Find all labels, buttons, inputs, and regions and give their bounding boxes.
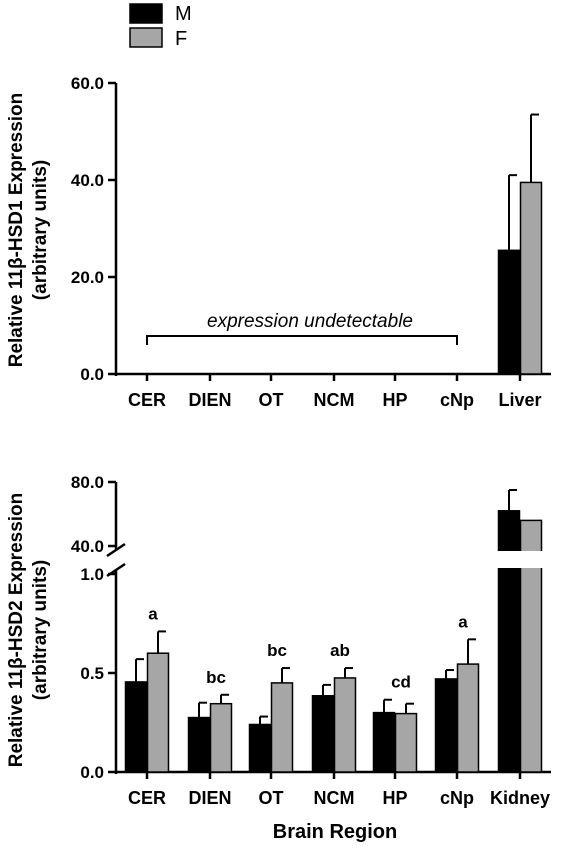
chart2-bar-break-gap-F-6 (518, 551, 544, 568)
chart1-y-tick-label-1: 20.0 (71, 268, 104, 287)
legend: M F (129, 3, 192, 50)
chart2-x-tick-label-0: CER (128, 788, 166, 808)
chart2-xlabel: Brain Region (273, 821, 397, 843)
chart1-bar-F-6 (519, 181, 543, 375)
chart2-x-tick-label-6: Kidney (490, 788, 550, 808)
chart2-significance-letter-3: ab (330, 641, 350, 660)
chart2-significance-letter-4: cd (391, 673, 411, 692)
chart1-y-tick-label-3: 60.0 (71, 74, 104, 93)
chart2-bar-F-6 (519, 519, 543, 773)
chart2-bar-F-1 (209, 702, 233, 773)
chart2-y-tick-label-upper-1: 80.0 (71, 473, 104, 492)
chart2-plot-area: 0.0 0.5 1.0 40.0 80.0 CER DIEN OT NCM HP cNp Kidney… (71, 473, 551, 808)
chart1-x-tick-label-4: HP (382, 390, 407, 410)
legend-label-m: M (175, 3, 192, 25)
chart-11b-hsd2: Relative 11β-HSD2 Expression (arbitrary … (6, 473, 551, 843)
legend-label-f: F (175, 28, 187, 50)
chart2-ylabel-line2: (arbitrary units) (30, 560, 51, 700)
chart1-y-tick-label-0: 0.0 (80, 365, 104, 384)
chart2-bar-M-5 (434, 678, 458, 773)
chart2-bar-F-2 (270, 682, 294, 773)
chart2-bar-M-2 (248, 723, 272, 773)
chart1-bar-M-6 (497, 249, 521, 375)
chart1-x-tick-label-2: OT (259, 390, 284, 410)
chart2-significance-letter-1: bc (206, 668, 226, 687)
chart2-x-tick-label-1: DIEN (188, 788, 231, 808)
chart2-significance-letter-2: bc (267, 641, 287, 660)
chart1-x-tick-label-6: Liver (498, 390, 541, 410)
chart2-bar-F-0 (146, 652, 170, 773)
chart1-x-tick-label-3: NCM (314, 390, 355, 410)
legend-swatch-f (129, 27, 163, 48)
chart2-x-tick-label-2: OT (259, 788, 284, 808)
chart2-bar-break-gap-M-6 (496, 551, 522, 568)
chart1-x-tick-label-5: cNp (440, 390, 474, 410)
chart1-ylabel-line2: (arbitrary units) (30, 160, 51, 300)
chart2-bar-F-4 (394, 712, 418, 773)
chart1-x-tick-label-1: DIEN (188, 390, 231, 410)
chart2-y-tick-label-lower-2: 1.0 (80, 565, 104, 584)
chart1-x-tick-label-0: CER (128, 390, 166, 410)
legend-swatch-m (129, 3, 163, 24)
chart2-y-tick-label-lower-1: 0.5 (80, 664, 104, 683)
chart-11b-hsd1: Relative 11β-HSD1 Expression (arbitrary … (6, 74, 551, 410)
chart1-y-tick-label-2: 40.0 (71, 171, 104, 190)
chart2-x-tick-label-3: NCM (314, 788, 355, 808)
chart2-axis-break-upper (106, 542, 126, 558)
chart2-bar-M-1 (187, 716, 211, 773)
chart2-bar-M-6 (497, 510, 521, 773)
chart1-ylabel-line1: Relative 11β-HSD1 Expression (6, 93, 27, 368)
chart2-bar-F-3 (333, 677, 357, 773)
chart1-undetectable-note: expression undetectable (207, 311, 413, 332)
chart2-bar-F-5 (456, 663, 480, 773)
chart2-x-tick-label-4: HP (382, 788, 407, 808)
chart2-significance-letter-0: a (148, 604, 158, 623)
chart2-bar-M-0 (124, 681, 148, 773)
chart1-plot-area: 0.0 20.0 40.0 60.0 CER DIEN OT NCM HP cNp Liver (71, 74, 551, 410)
chart2-x-tick-label-5: cNp (440, 788, 474, 808)
chart2-y-tick-label-lower-0: 0.0 (80, 763, 104, 782)
chart2-bar-M-4 (372, 711, 396, 773)
chart2-ylabel-line1: Relative 11β-HSD2 Expression (6, 493, 27, 768)
chart2-significance-letter-5: a (458, 612, 468, 631)
chart2-bar-M-3 (311, 695, 335, 773)
chart2-y-tick-label-upper-0: 40.0 (71, 537, 104, 556)
chart1-undetectable-bracket (146, 335, 458, 345)
